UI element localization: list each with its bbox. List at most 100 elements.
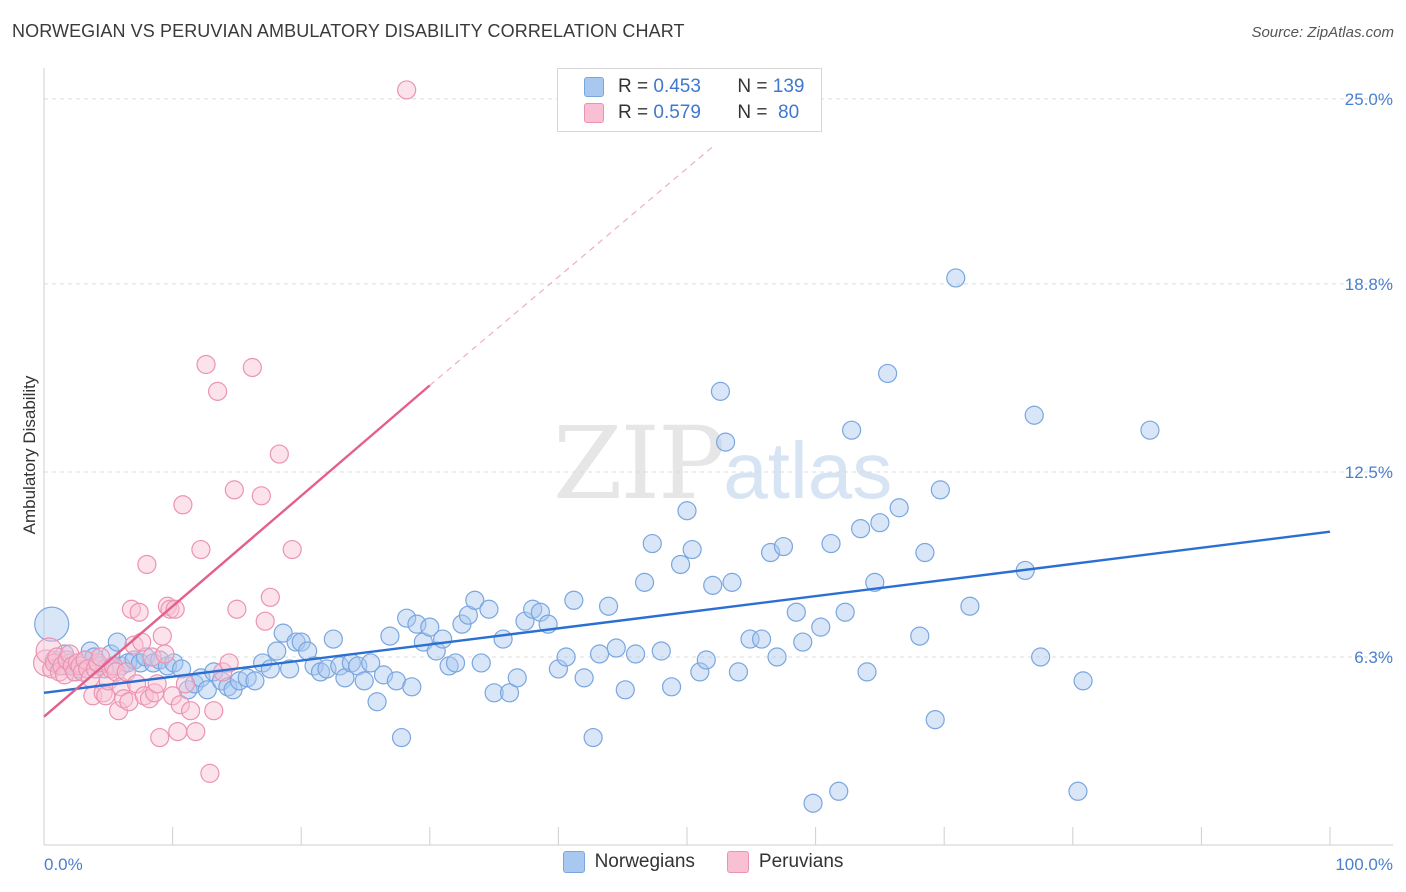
point-norwegians (651, 641, 671, 661)
point-peruvians (121, 599, 142, 619)
point-peruvians (255, 611, 275, 631)
point-norwegians (829, 781, 849, 801)
point-norwegians (682, 539, 702, 560)
point-norwegians (1031, 647, 1051, 667)
point-norwegians (710, 381, 731, 401)
point-norwegians (367, 692, 387, 712)
legend-n-value: 139 (772, 76, 805, 97)
point-norwegians (1073, 671, 1093, 691)
point-norwegians (793, 632, 813, 652)
point-norwegians (172, 659, 192, 679)
point-norwegians (642, 533, 662, 554)
point-norwegians (803, 793, 823, 813)
point-norwegians (107, 632, 127, 652)
point-norwegians (380, 626, 400, 646)
point-peruvians (219, 653, 239, 673)
point-peruvians (129, 602, 149, 622)
point-peruvians (124, 635, 144, 655)
point-peruvians (224, 480, 244, 500)
point-norwegians (530, 602, 550, 622)
point-norwegians (426, 641, 446, 661)
point-norwegians (786, 602, 806, 622)
point-norwegians (615, 680, 635, 700)
point-peruvians (204, 701, 224, 721)
point-norwegians (870, 513, 890, 533)
point-norwegians (493, 629, 513, 649)
point-norwegians (583, 727, 603, 748)
legend-row-norwegians: R = 0.453 N = 139 (584, 75, 804, 99)
point-norwegians (34, 606, 70, 642)
point-norwegians (960, 596, 980, 616)
point-norwegians (728, 662, 749, 682)
series-swatch-norwegians (562, 851, 585, 873)
point-norwegians (625, 644, 646, 664)
point-norwegians (354, 671, 374, 691)
point-norwegians (889, 498, 909, 518)
point-peruvians (35, 637, 63, 665)
chart-title: NORWEGIAN VS PERUVIAN AMBULATORY DISABIL… (12, 21, 685, 41)
point-norwegians (197, 680, 217, 700)
point-norwegians (484, 683, 504, 703)
point-norwegians (150, 650, 170, 670)
legend-r-value: 0.579 (653, 102, 701, 123)
y-tick-label: 25.0% (1345, 90, 1393, 109)
point-norwegians (229, 671, 250, 691)
point-norwegians (670, 554, 691, 575)
point-norwegians (548, 659, 569, 679)
point-norwegians (865, 572, 885, 592)
point-norwegians (218, 677, 238, 697)
point-peruvians (157, 596, 178, 616)
y-tick-label: 18.8% (1345, 275, 1393, 294)
point-norwegians (402, 677, 422, 697)
point-norwegians (878, 363, 898, 384)
series-swatch-peruvians (726, 851, 749, 873)
y-tick-label: 12.5% (1345, 463, 1393, 482)
point-norwegians (773, 536, 794, 557)
point-norwegians (811, 617, 831, 637)
x-tick-label: 0.0% (44, 855, 83, 874)
watermark: ZIPatlas (553, 405, 892, 522)
point-norwegians (1140, 420, 1160, 440)
trend-extension-peruvians (429, 146, 714, 386)
point-norwegians (507, 668, 527, 688)
point-norwegians (471, 653, 491, 673)
point-norwegians (842, 420, 862, 440)
point-norwegians (715, 432, 736, 452)
point-norwegians (598, 596, 619, 616)
point-norwegians (523, 599, 543, 619)
point-norwegians (135, 647, 156, 667)
point-peruvians (170, 695, 190, 715)
point-norwegians (915, 542, 935, 563)
point-norwegians (574, 668, 594, 688)
point-peruvians (155, 644, 175, 664)
point-peruvians (93, 683, 113, 703)
point-peruvians (260, 587, 280, 607)
point-peruvians (227, 599, 247, 619)
legend-r-label: R = (618, 76, 654, 97)
point-norwegians (1024, 405, 1044, 425)
point-norwegians (267, 641, 287, 661)
trend-line-peruvians (43, 384, 431, 718)
point-norwegians (479, 599, 499, 619)
series-legend-peruvians: Peruvians (726, 851, 843, 873)
point-norwegians (696, 650, 716, 670)
point-norwegians (397, 608, 417, 628)
legend-n-label: N = (737, 102, 773, 123)
point-peruvians (196, 354, 216, 375)
point-norwegians (851, 519, 871, 539)
legend-row-peruvians: R = 0.579 N = 80 (584, 101, 799, 125)
point-peruvians (251, 486, 271, 506)
point-norwegians (280, 659, 300, 679)
point-peruvians (208, 381, 228, 401)
legend-n-value: 80 (772, 102, 800, 123)
point-norwegians (930, 480, 950, 500)
point-peruvians (152, 626, 172, 646)
point-norwegians (556, 647, 576, 667)
point-norwegians (361, 653, 381, 673)
point-norwegians (253, 653, 273, 673)
point-norwegians (391, 727, 412, 748)
legend-swatch-peruvians (584, 103, 604, 123)
point-norwegians (237, 668, 257, 688)
point-norwegians (835, 602, 855, 622)
